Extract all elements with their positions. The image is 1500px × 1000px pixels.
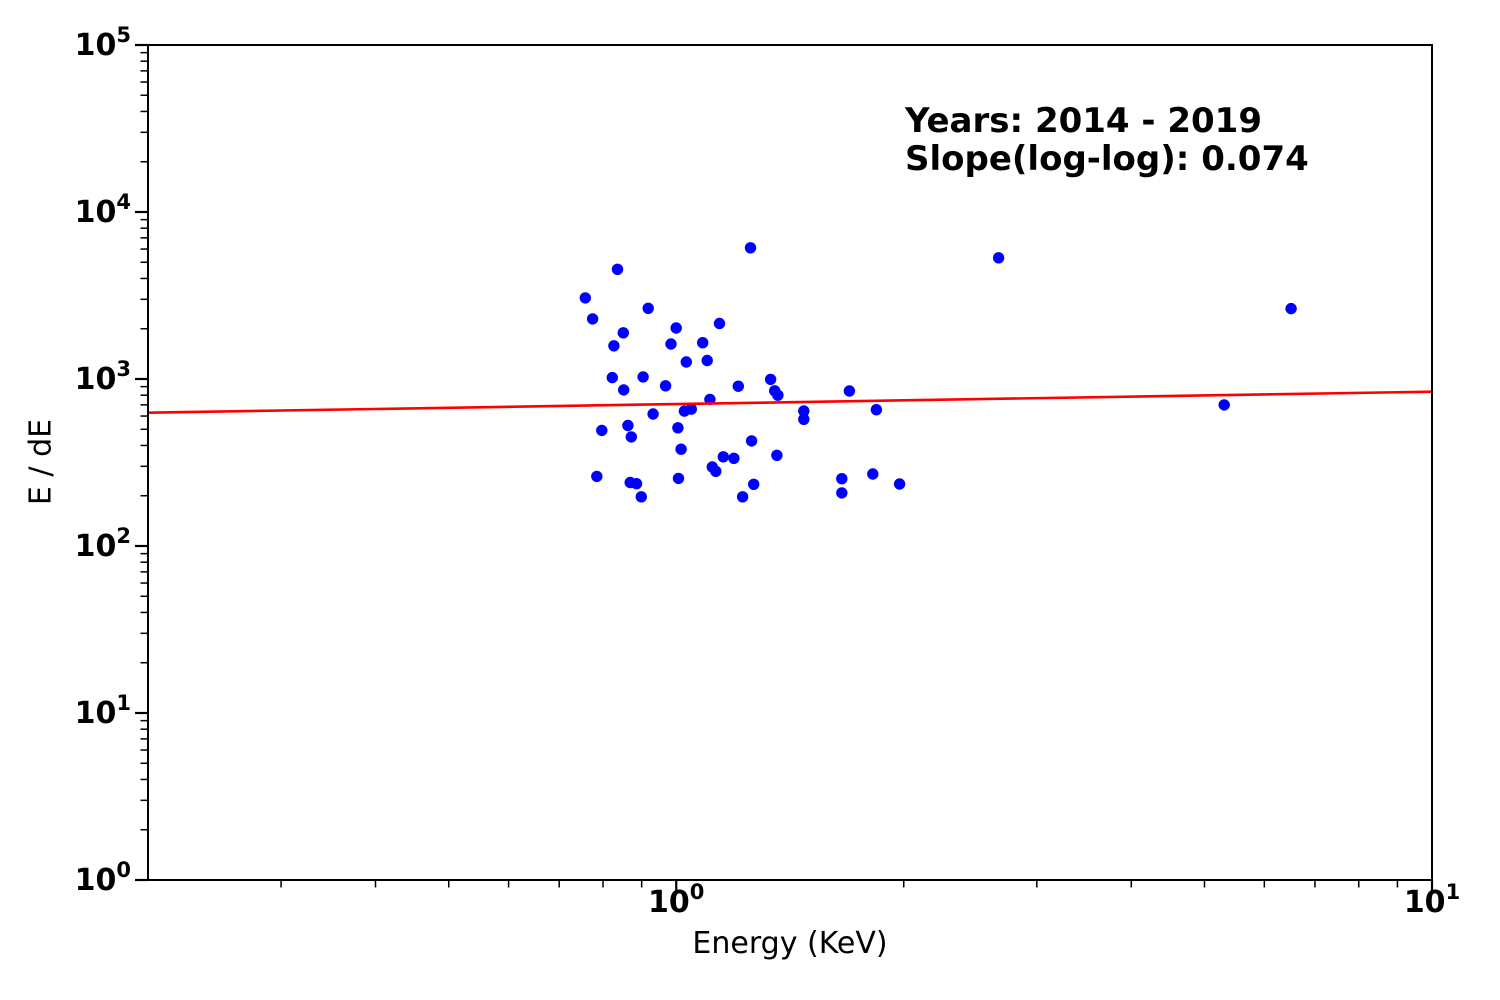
scatter-point: [771, 449, 783, 461]
scatter-point: [843, 385, 856, 397]
y-tick-label: 104: [75, 190, 131, 230]
scatter-point: [618, 384, 630, 396]
y-axis-label: E / dE: [23, 418, 59, 506]
scatter-point: [736, 491, 749, 503]
scatter-point: [1285, 302, 1297, 315]
plot-border: [147, 44, 1433, 881]
scatter-point: [764, 373, 777, 386]
scatter-point: [672, 422, 684, 434]
scatter-point: [586, 313, 599, 325]
y-tick-label: 102: [75, 524, 131, 564]
scatter-point: [893, 478, 906, 490]
scatter-point: [836, 487, 848, 499]
scatter-point: [798, 405, 810, 417]
scatter-point: [635, 491, 647, 503]
scatter-point: [637, 371, 649, 383]
scatter-point: [685, 403, 697, 415]
x-axis-label: Energy (KeV): [692, 926, 888, 961]
scatter-point: [596, 424, 608, 437]
scatter-point: [608, 340, 620, 352]
annotation-years: Years: 2014 - 2019: [905, 101, 1262, 141]
scatter-point: [625, 431, 637, 443]
y-tick-label: 100: [75, 858, 131, 898]
scatter-point: [992, 252, 1005, 264]
scatter-point: [772, 389, 784, 401]
scatter-point: [670, 322, 682, 334]
y-tick-label: 101: [75, 691, 131, 731]
scatter-point: [710, 465, 722, 477]
scatter-point: [630, 478, 643, 490]
annotation-slope: Slope(log-log): 0.074: [905, 138, 1309, 179]
fit-line: [147, 390, 1433, 414]
scatter-point: [647, 408, 659, 420]
scatter-point: [744, 242, 757, 254]
scatter-point: [675, 443, 687, 455]
scatter-point: [732, 380, 744, 392]
scatter-point: [798, 413, 810, 425]
scatter-point: [591, 470, 603, 483]
scatter-point: [606, 371, 618, 384]
scatter-point: [617, 327, 629, 339]
scatter-point: [665, 338, 677, 350]
scatter-point: [642, 302, 654, 314]
annotation: Years: 2014 - 2019 Slope(log-log): 0.074: [905, 101, 1309, 179]
y-tick-label: 105: [75, 23, 131, 63]
scatter-point: [836, 473, 848, 485]
scatter-point: [745, 435, 758, 447]
scatter-point: [748, 478, 760, 490]
scatter-point: [680, 356, 692, 368]
scatter-point: [870, 404, 883, 416]
scatter-point: [611, 263, 624, 275]
scatter-point: [717, 451, 729, 463]
scatter-point: [672, 472, 685, 485]
y-tick-label: 103: [75, 357, 131, 397]
x-tick-label: 100: [648, 880, 704, 920]
scatter-point: [659, 380, 672, 392]
scatter-point: [728, 452, 740, 464]
x-tick-label: 101: [1404, 880, 1460, 920]
scatter-point: [867, 468, 879, 480]
scatter-point: [579, 292, 591, 304]
scatter-point: [622, 419, 634, 432]
scatter-point: [1218, 399, 1230, 411]
scatter-point: [713, 317, 726, 330]
scatter-point: [697, 337, 709, 349]
scatter-point: [701, 354, 713, 367]
